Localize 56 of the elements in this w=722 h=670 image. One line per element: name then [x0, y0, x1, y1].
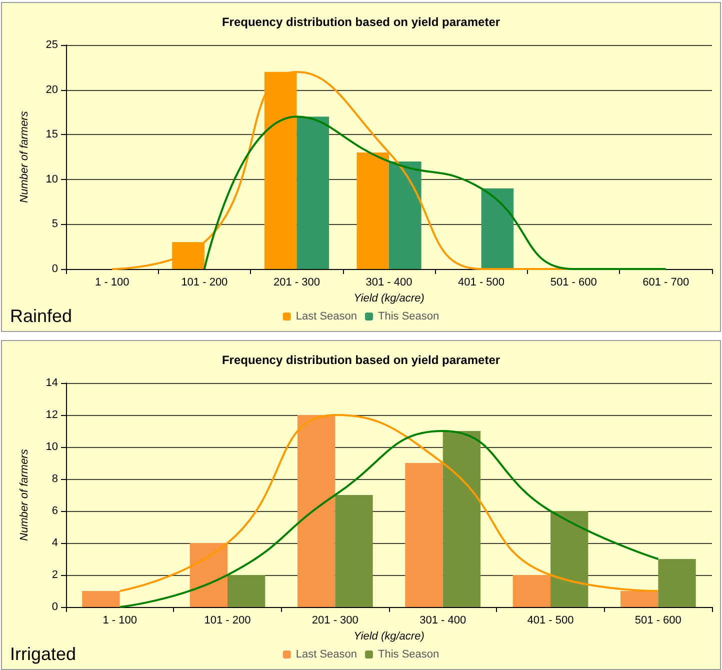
x-tick-label: 301 - 400	[366, 276, 412, 288]
bar	[620, 591, 658, 607]
x-tick-label: 101 - 200	[204, 614, 251, 626]
chart-title: Frequency distribution based on yield parameter	[222, 353, 500, 367]
y-tick-label: 5	[52, 218, 58, 230]
bar	[228, 575, 266, 607]
chart-title: Frequency distribution based on yield parameter	[222, 15, 500, 29]
x-tick-label: 501 - 600	[634, 614, 682, 626]
x-tick-label: 401 - 500	[458, 276, 505, 288]
x-tick-label: 1 - 100	[95, 276, 130, 288]
bar	[481, 188, 514, 269]
text: Rainfed	[10, 306, 72, 326]
legend-label: Last Season	[296, 648, 358, 660]
x-tick-label: 301 - 400	[420, 614, 466, 626]
bar	[658, 559, 696, 607]
bar	[512, 575, 550, 607]
y-tick-label: 10	[46, 441, 58, 453]
legend-label: This Season	[378, 648, 440, 660]
y-tick-label: 6	[52, 505, 58, 517]
text: Irrigated	[10, 644, 76, 664]
x-tick-label: 401 - 500	[527, 614, 574, 626]
y-tick-label: 12	[46, 409, 58, 421]
x-axis-title: Yield (kg/acre)	[354, 292, 425, 304]
legend-label: This Season	[378, 310, 440, 322]
y-tick-label: 4	[52, 537, 58, 549]
x-tick-label: 1 - 100	[102, 614, 137, 626]
y-tick-label: 8	[52, 473, 58, 485]
y-tick-label: 2	[52, 569, 58, 581]
y-tick-label: 10	[46, 173, 58, 186]
y-axis-title: Number of farmers	[18, 448, 30, 541]
y-tick-label: 14	[46, 377, 58, 389]
legend-label: Last Season	[296, 310, 358, 322]
bar	[405, 463, 443, 607]
x-tick-label: 601 - 700	[642, 276, 690, 288]
x-tick-label: 201 - 300	[312, 614, 358, 626]
bar	[442, 431, 481, 607]
y-tick-label: 0	[52, 263, 58, 275]
bar	[296, 116, 330, 269]
x-tick-label: 101 - 200	[181, 276, 228, 288]
bar	[550, 511, 588, 607]
y-tick-label: 0	[52, 601, 58, 613]
x-axis-title: Yield (kg/acre)	[354, 630, 425, 642]
bar	[335, 495, 373, 607]
line-series	[118, 430, 660, 608]
bar	[82, 591, 120, 607]
y-tick-label: 15	[46, 128, 58, 141]
x-tick-label: 201 - 300	[273, 276, 320, 288]
y-axis-title: Number of farmers	[18, 110, 30, 203]
bar	[389, 161, 422, 269]
line-series	[203, 116, 667, 270]
y-tick-label: 25	[46, 39, 58, 51]
y-tick-label: 20	[46, 84, 58, 96]
line-series	[118, 414, 660, 592]
bar	[190, 543, 228, 607]
x-tick-label: 501 - 600	[550, 276, 597, 288]
bar	[297, 415, 336, 607]
